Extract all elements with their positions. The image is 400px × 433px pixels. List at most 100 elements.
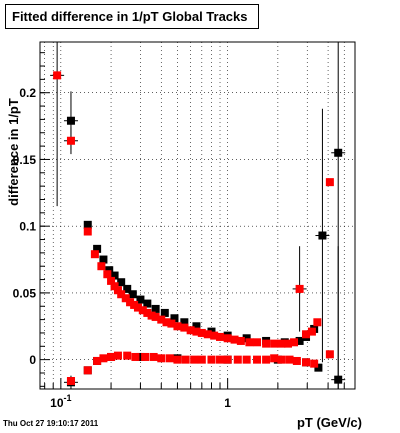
data-point-series-1: [83, 220, 92, 229]
data-point-series-2: [283, 339, 292, 348]
data-point-series-2: [138, 306, 147, 315]
data-point-series-2: [253, 338, 262, 347]
data-point-series-1: [334, 375, 343, 384]
data-point-series-2: [270, 354, 279, 363]
data-point-series-2: [313, 318, 322, 327]
data-point-series-1: [160, 308, 169, 317]
data-point-series-2: [292, 356, 301, 365]
data-point-series-2: [230, 335, 239, 344]
data-point-series-2: [66, 376, 75, 385]
data-point-series-2: [97, 262, 106, 271]
data-point-series-2: [285, 355, 294, 364]
data-point-series-2: [110, 282, 119, 291]
data-point-series-2: [121, 294, 130, 303]
data-point-series-1: [117, 278, 126, 287]
data-point-series-2: [203, 330, 212, 339]
y-axis-label: difference in 1/pT: [6, 98, 21, 206]
data-point-series-2: [90, 250, 99, 259]
data-point-series-2: [295, 284, 304, 293]
data-points: [50, 42, 346, 389]
y-tick-label: 0.2: [19, 86, 36, 100]
data-point-series-2: [107, 276, 116, 285]
data-point-series-2: [107, 352, 116, 361]
y-tick-label: 0.1: [19, 220, 36, 234]
data-point-series-2: [290, 338, 299, 347]
data-point-series-2: [151, 312, 160, 321]
data-point-series-2: [162, 318, 171, 327]
data-point-series-2: [103, 270, 112, 279]
data-point-series-2: [233, 355, 242, 364]
data-point-series-2: [216, 355, 225, 364]
data-point-series-1: [123, 284, 132, 293]
data-point-series-1: [143, 299, 152, 308]
data-point-series-2: [262, 339, 271, 348]
data-point-series-1: [110, 271, 119, 280]
x-tick-label: 10-1: [50, 393, 71, 410]
data-point-series-2: [149, 352, 158, 361]
data-point-series-2: [180, 323, 189, 332]
data-point-series-2: [270, 339, 279, 348]
data-point-series-2: [53, 71, 62, 80]
data-point-series-2: [181, 355, 190, 364]
data-point-series-1: [93, 244, 102, 253]
x-axis-label: pT (GeV/c): [297, 415, 362, 430]
data-point-series-2: [173, 355, 182, 364]
data-point-series-2: [223, 334, 232, 343]
data-point-series-2: [141, 352, 150, 361]
chart-title: Fitted difference in 1/pT Global Tracks: [5, 4, 259, 29]
data-point-series-2: [165, 354, 174, 363]
data-point-series-1: [180, 318, 189, 327]
data-point-series-2: [167, 319, 176, 328]
data-point-series-2: [197, 328, 206, 337]
data-point-series-2: [99, 354, 108, 363]
data-point-series-2: [93, 356, 102, 365]
data-point-series-2: [147, 311, 156, 320]
data-point-series-2: [242, 355, 251, 364]
data-point-series-1: [151, 304, 160, 313]
data-point-series-2: [302, 330, 311, 339]
data-point-series-1: [66, 116, 75, 125]
data-point-series-2: [123, 351, 132, 360]
data-point-series-2: [143, 308, 152, 317]
y-tick-label: 0.15: [13, 153, 37, 167]
data-point-series-2: [207, 355, 216, 364]
data-point-series-1: [128, 290, 137, 299]
data-point-series-1: [136, 295, 145, 304]
data-point-series-2: [253, 355, 262, 364]
data-point-series-2: [197, 355, 206, 364]
data-point-series-2: [236, 336, 245, 345]
data-point-series-2: [325, 350, 334, 359]
data-point-series-1: [334, 148, 343, 157]
data-point-series-2: [223, 355, 232, 364]
x-tick-label: 1: [224, 396, 231, 410]
data-point-series-2: [113, 286, 122, 295]
data-point-series-2: [216, 332, 225, 341]
data-point-series-2: [173, 322, 182, 331]
data-point-series-2: [133, 303, 142, 312]
data-point-series-2: [131, 352, 140, 361]
data-point-series-1: [99, 255, 108, 264]
data-point-series-2: [157, 354, 166, 363]
data-point-series-1: [170, 314, 179, 323]
data-point-series-2: [157, 315, 166, 324]
data-point-series-2: [245, 338, 254, 347]
axis-ticks: [40, 52, 345, 389]
data-point-series-2: [66, 136, 75, 145]
y-tick-label: 0.05: [13, 286, 37, 300]
data-point-series-1: [242, 334, 251, 343]
data-point-series-2: [277, 355, 286, 364]
data-point-series-1: [105, 266, 114, 275]
data-point-series-2: [277, 339, 286, 348]
data-point-series-2: [126, 298, 135, 307]
data-point-series-2: [310, 359, 319, 368]
data-point-series-2: [192, 327, 201, 336]
data-point-series-2: [113, 351, 122, 360]
timestamp: Thu Oct 27 19:10:17 2011: [3, 419, 99, 428]
data-point-series-2: [186, 326, 195, 335]
data-point-series-1: [192, 322, 201, 331]
data-point-series-2: [307, 327, 316, 336]
data-point-series-1: [295, 336, 304, 345]
data-point-series-2: [190, 355, 199, 364]
y-tick-label: 0: [29, 353, 36, 367]
